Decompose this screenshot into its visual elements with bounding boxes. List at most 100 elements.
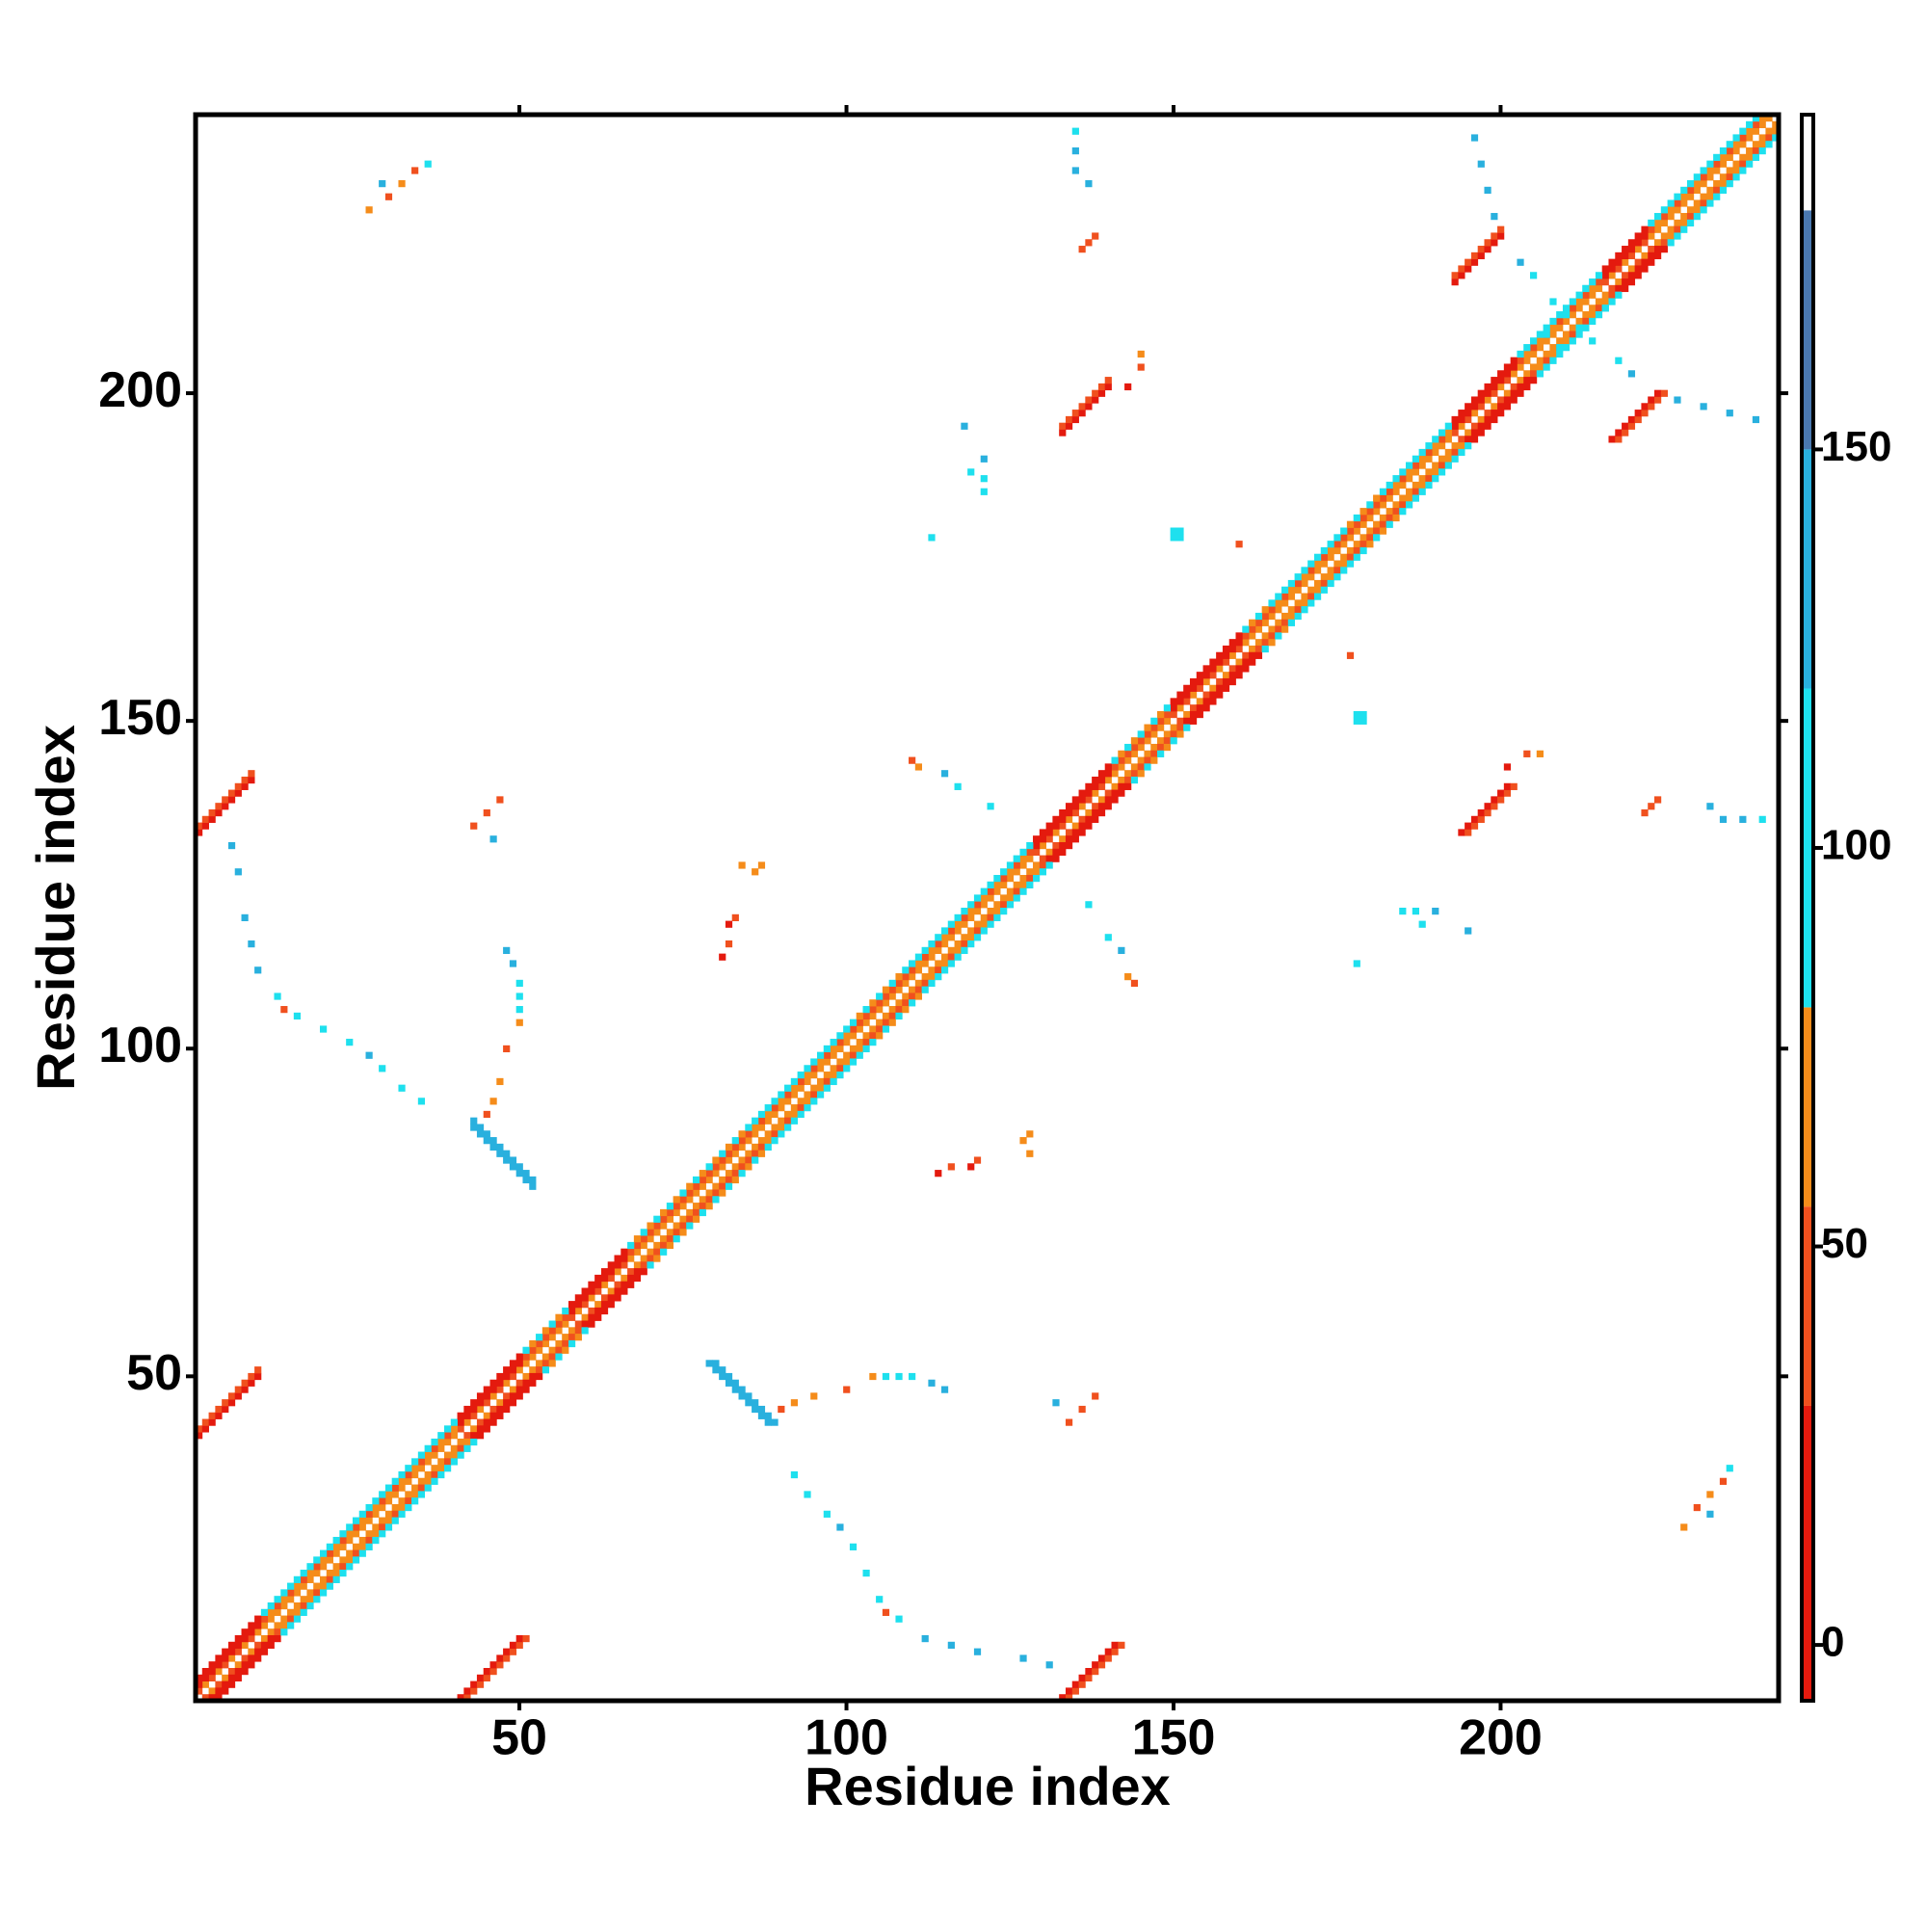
cell: [254, 1648, 262, 1655]
cell: [745, 1156, 752, 1164]
cell: [712, 1182, 720, 1190]
cell: [1268, 625, 1276, 633]
cell: [503, 1648, 511, 1655]
cell: [1170, 737, 1177, 745]
cell: [1726, 180, 1733, 188]
cell: [241, 776, 249, 784]
cell: [1627, 415, 1636, 424]
cell: [1301, 599, 1308, 607]
cell: [431, 1451, 438, 1459]
cell: [274, 1628, 281, 1636]
cell: [1503, 396, 1512, 404]
cell: [1739, 134, 1747, 142]
cell: [1549, 298, 1557, 305]
cell: [1013, 887, 1020, 895]
cell: [1209, 698, 1217, 705]
cell: [581, 1313, 589, 1321]
cell: [882, 1012, 890, 1020]
cell: [1425, 468, 1433, 476]
cell: [699, 1182, 706, 1190]
cell: [1294, 579, 1302, 588]
cell: [1130, 979, 1139, 988]
cell: [745, 1137, 752, 1145]
cell: [993, 881, 1001, 888]
cell: [1059, 429, 1067, 437]
cell: [1137, 363, 1145, 371]
cell: [1104, 1648, 1112, 1655]
cell: [1589, 278, 1597, 286]
cell: [503, 1379, 511, 1387]
cell: [319, 1582, 328, 1590]
cell: [1170, 534, 1177, 542]
cell: [372, 1536, 380, 1545]
cell: [830, 1072, 837, 1079]
cell: [757, 1117, 766, 1125]
cell: [215, 1405, 223, 1414]
cell: [1648, 246, 1655, 253]
cell: [398, 1477, 406, 1485]
cell: [862, 1569, 870, 1577]
cell: [1124, 776, 1132, 784]
cell: [712, 1196, 720, 1204]
cell: [895, 1615, 903, 1623]
cell: [679, 1196, 687, 1204]
cell: [267, 1608, 275, 1616]
cell: [1634, 239, 1642, 247]
cells: [196, 115, 1780, 1702]
cell: [1758, 141, 1766, 148]
cell: [326, 1556, 333, 1564]
cell: [1006, 901, 1015, 909]
cell: [496, 1379, 504, 1387]
cell: [1222, 645, 1230, 653]
cell: [470, 1405, 478, 1414]
cell: [1209, 658, 1217, 666]
cell: [836, 1523, 844, 1531]
cell: [287, 1615, 295, 1623]
cell: [274, 1634, 281, 1643]
cell: [888, 992, 896, 1000]
cell: [692, 1208, 700, 1217]
cell: [1491, 410, 1498, 417]
cell: [660, 1215, 668, 1223]
colorbar-frame: [1800, 113, 1815, 1703]
cell: [712, 1170, 720, 1178]
cell: [201, 1425, 209, 1433]
cell: [947, 934, 955, 941]
cell: [1281, 619, 1289, 626]
cell: [536, 1334, 543, 1341]
cell: [509, 1366, 517, 1374]
cell: [1065, 422, 1073, 430]
cell: [562, 1307, 569, 1315]
cell: [928, 966, 936, 974]
cell: [196, 1432, 203, 1440]
cell: [1353, 546, 1360, 555]
cell: [489, 1418, 497, 1426]
cell: [1530, 272, 1538, 279]
cell: [287, 1608, 295, 1616]
cell: [1366, 541, 1374, 548]
cell: [980, 901, 988, 909]
cell: [1399, 494, 1407, 502]
cell: [1523, 750, 1531, 757]
cell: [1510, 370, 1518, 378]
cell: [1196, 704, 1203, 712]
cell: [1111, 756, 1119, 764]
cell: [1432, 462, 1439, 469]
cell: [1634, 232, 1642, 240]
cell: [1719, 147, 1728, 155]
cell: [1622, 284, 1629, 293]
cell: [973, 894, 982, 902]
cell: [541, 1334, 550, 1341]
cell: [293, 1582, 302, 1590]
cell: [489, 1386, 497, 1393]
cell: [417, 1458, 426, 1466]
cell: [1470, 258, 1479, 266]
cell: [489, 1137, 497, 1145]
cell: [1700, 173, 1707, 181]
cell: [1595, 311, 1603, 319]
cell: [752, 1124, 759, 1131]
cell: [947, 1641, 955, 1649]
cell: [1595, 298, 1603, 305]
cell: [568, 1327, 576, 1335]
cell: [1137, 756, 1145, 764]
